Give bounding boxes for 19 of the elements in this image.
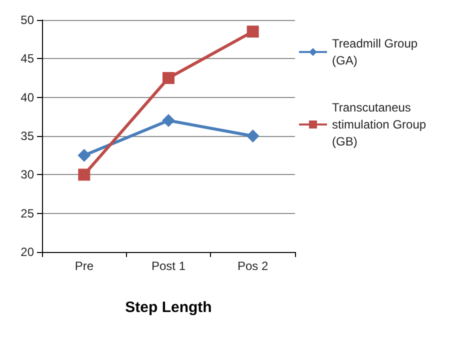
point [246, 130, 260, 142]
y-tick-label: 45 [20, 52, 34, 66]
point [78, 168, 90, 181]
point [162, 114, 175, 128]
x-tick-label: Pos 2 [237, 259, 268, 273]
point [78, 148, 91, 162]
legend-label: Transcutaneus stimulation Group (GB) [332, 100, 430, 148]
y-tick-label: 40 [20, 90, 34, 104]
point [162, 72, 174, 84]
y-tick-label: 25 [20, 206, 34, 220]
y-tick-label: 20 [20, 245, 34, 259]
y-tick-label: 35 [20, 129, 34, 143]
y-tick-label: 30 [20, 168, 34, 182]
y-tick-label: 50 [20, 13, 34, 27]
legend-label: Treadmill Group (GA) [332, 36, 421, 68]
point [246, 26, 259, 38]
x-tick-label: Post 1 [151, 259, 186, 273]
x-tick-label: Pre [74, 259, 94, 273]
x-axis-title: Step Length [125, 299, 212, 316]
